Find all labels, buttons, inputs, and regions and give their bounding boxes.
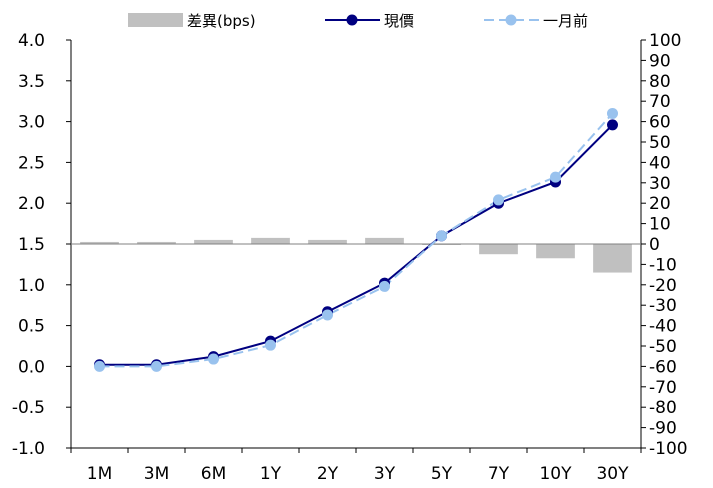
legend-marker-prev [505, 14, 517, 26]
right-tick-label: 70 [649, 92, 671, 112]
right-tick-label: -40 [649, 317, 677, 337]
point-prev-month [208, 353, 219, 365]
bar-series-diff [80, 237, 632, 273]
left-tick-label: -0.5 [12, 398, 45, 418]
bar [365, 237, 404, 244]
left-tick-label: 3.5 [18, 72, 45, 92]
right-tick-label: -90 [649, 419, 677, 439]
legend-label-prev: 一月前 [543, 12, 588, 30]
x-tick-label: 30Y [596, 464, 629, 484]
left-tick-label: 0.5 [18, 317, 45, 337]
point-prev-month [151, 360, 162, 372]
series-line-current [99, 124, 614, 366]
x-tick-label: 10Y [539, 464, 572, 484]
bar [251, 237, 290, 244]
right-tick-label: 10 [649, 215, 671, 235]
point-prev-month [550, 171, 561, 183]
point-current [607, 119, 618, 131]
right-tick-label: -80 [649, 398, 677, 418]
left-tick-label: 2.0 [18, 194, 45, 214]
right-tick-label: 90 [649, 51, 671, 71]
x-tick-label: 7Y [488, 464, 510, 484]
point-prev-month [322, 309, 333, 321]
x-tick-label: 1M [87, 464, 112, 484]
left-tick-label: 2.5 [18, 153, 45, 173]
right-tick-label: 100 [649, 31, 681, 51]
left-tick-label: 4.0 [18, 31, 45, 51]
point-prev-month [493, 194, 504, 206]
left-tick-label: 1.0 [18, 276, 45, 296]
right-tick-label: -50 [649, 337, 677, 357]
legend-label-bar: 差異(bps) [187, 12, 256, 30]
x-tick-label: 1Y [260, 464, 282, 484]
bar [80, 241, 119, 244]
bar [308, 239, 347, 244]
bar [194, 239, 233, 244]
x-tick-label: 5Y [431, 464, 453, 484]
bar [593, 244, 632, 273]
bar [536, 244, 575, 259]
left-tick-label: -1.0 [12, 439, 45, 459]
legend-marker-current [346, 14, 358, 26]
right-tick-label: 50 [649, 133, 671, 153]
point-prev-month [379, 280, 390, 292]
right-tick-label: 20 [649, 194, 671, 214]
bar [479, 244, 518, 255]
right-tick-label: -60 [649, 357, 677, 377]
right-tick-label: 40 [649, 153, 671, 173]
right-tick-label: 60 [649, 113, 671, 133]
left-tick-label: 3.0 [18, 113, 45, 133]
line-series [94, 107, 618, 372]
series-line-prev-month [99, 112, 614, 368]
tick-labels: 4.03.53.02.52.01.51.00.50.0-0.5-1.010090… [12, 31, 688, 484]
right-tick-label: 30 [649, 174, 671, 194]
axes [66, 39, 646, 453]
left-tick-label: 0.0 [18, 357, 45, 377]
legend-swatch-bar [128, 13, 183, 27]
right-tick-label: -30 [649, 296, 677, 316]
right-tick-label: -70 [649, 378, 677, 398]
legend-label-current: 現價 [384, 12, 414, 30]
right-tick-label: -10 [649, 255, 677, 275]
point-prev-month [436, 230, 447, 242]
bar [137, 241, 176, 244]
left-tick-label: 1.5 [18, 235, 45, 255]
point-prev-month [94, 360, 105, 372]
legend: 差異(bps) 現價 一月前 [128, 12, 588, 30]
x-tick-label: 3Y [374, 464, 396, 484]
x-tick-label: 6M [201, 464, 226, 484]
right-tick-label: 0 [649, 235, 660, 255]
x-tick-label: 3M [144, 464, 169, 484]
right-tick-label: 80 [649, 72, 671, 92]
point-prev-month [265, 339, 276, 351]
point-prev-month [607, 107, 618, 119]
right-tick-label: -20 [649, 276, 677, 296]
x-tick-label: 2Y [317, 464, 339, 484]
right-tick-label: -100 [649, 439, 688, 459]
